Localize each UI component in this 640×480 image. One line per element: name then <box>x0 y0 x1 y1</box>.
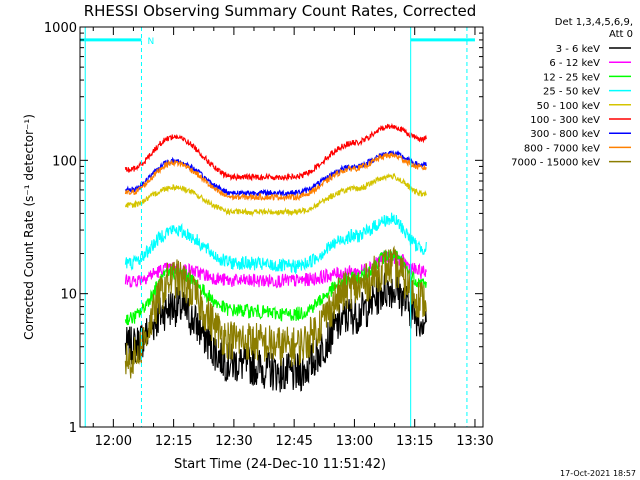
plot-area: N <box>80 27 475 427</box>
series-line-8 <box>124 152 427 202</box>
legend-label-7: 300 - 800 keV <box>530 129 600 140</box>
plot-frame <box>79 26 484 428</box>
legend-label-9: 7000 - 15000 keV <box>511 158 600 169</box>
x-tick-label-2: 12:15 <box>155 434 192 449</box>
timestamp: 17-Oct-2021 18:57 <box>560 469 636 478</box>
series-line-5 <box>124 172 427 217</box>
legend-label-2: 6 - 12 keV <box>549 58 600 69</box>
series-line-6 <box>124 122 427 182</box>
x-tick-label-1: 12:00 <box>95 434 132 449</box>
series-line-9 <box>124 245 427 379</box>
y-tick-label-4: 1000 <box>44 21 77 36</box>
x-tick-label-5: 13:00 <box>336 434 373 449</box>
legend-label-1: 3 - 6 keV <box>556 44 600 55</box>
legend-header-2: Att 0 <box>609 29 633 40</box>
chart-title: RHESSI Observing Summary Count Rates, Co… <box>84 2 477 20</box>
y-tick-label-2: 10 <box>60 288 77 303</box>
axes: 1 10 100 1000 12:00 12:15 12:30 12:45 13:00 13:15… <box>44 21 494 449</box>
x-axis-label: Start Time (24-Dec-10 11:51:42) <box>174 457 386 472</box>
legend-label-6: 100 - 300 keV <box>530 115 600 126</box>
legend-header-1: Det 1,3,4,5,6,9, <box>555 17 633 28</box>
y-tick-label-1: 1 <box>69 421 77 436</box>
x-tick-label-6: 13:15 <box>396 434 433 449</box>
series-line-1 <box>124 272 427 393</box>
marker-n-label: N <box>147 37 154 47</box>
y-axis-label: Corrected Count Rate (s⁻¹ detector⁻¹) <box>22 114 36 340</box>
x-tick-label-4: 12:45 <box>275 434 312 449</box>
x-tick-label-3: 12:30 <box>215 434 252 449</box>
legend-label-4: 25 - 50 keV <box>543 87 600 98</box>
x-tick-label-7: 13:30 <box>456 434 493 449</box>
legend-label-8: 800 - 7000 keV <box>524 143 600 154</box>
y-tick-label-3: 100 <box>52 154 77 169</box>
legend-label-5: 50 - 100 keV <box>537 101 601 112</box>
legend: Det 1,3,4,5,6,9,Att 0 3 - 6 keV 6 - 12 keV… <box>511 17 633 169</box>
series-line-4 <box>124 212 427 275</box>
legend-label-3: 12 - 25 keV <box>543 72 600 83</box>
